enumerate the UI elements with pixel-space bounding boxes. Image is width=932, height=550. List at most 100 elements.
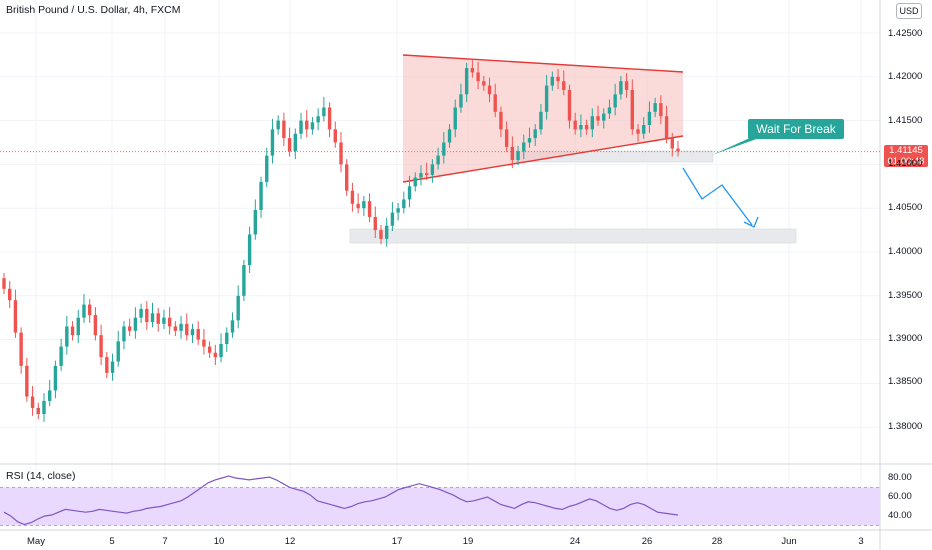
candle-body xyxy=(373,216,377,231)
candle-body xyxy=(436,155,440,165)
candle-body xyxy=(190,329,195,336)
candle-body xyxy=(122,326,126,342)
candle-body xyxy=(659,103,663,117)
candle-body xyxy=(424,173,429,175)
candle-body xyxy=(70,326,75,336)
candle-body xyxy=(590,116,595,130)
rsi-tick-label: 80.00 xyxy=(888,472,912,483)
projection-arrowhead xyxy=(743,216,759,228)
candle-body xyxy=(145,308,149,323)
candle-body xyxy=(322,107,326,117)
rsi-indicator-label[interactable]: RSI (14, close) xyxy=(6,470,76,482)
candle-body xyxy=(230,320,235,333)
candle-body xyxy=(259,181,263,210)
candle-body xyxy=(305,120,309,130)
candle-body xyxy=(282,120,286,139)
candle-body xyxy=(59,346,63,366)
y-tick-label: 1.38000 xyxy=(888,421,923,432)
candle-body xyxy=(207,346,212,353)
candle-body xyxy=(510,146,515,161)
candle-body xyxy=(247,234,252,266)
candle-body xyxy=(487,85,492,95)
triangle-upper-line xyxy=(402,54,684,73)
candle-body xyxy=(139,308,143,318)
candle-body xyxy=(470,68,475,73)
x-tick-label: 3 xyxy=(858,536,864,547)
candle-body xyxy=(613,94,617,108)
candle-body xyxy=(287,138,292,152)
candle-body xyxy=(647,111,652,125)
candle-body xyxy=(19,332,23,366)
candle-body xyxy=(533,129,537,139)
candle-body xyxy=(156,313,160,324)
candle-body xyxy=(2,278,6,289)
y-tick-label: 1.42000 xyxy=(888,71,923,82)
candle-body xyxy=(13,300,18,333)
currency-badge[interactable]: USD xyxy=(896,3,922,19)
candle-body xyxy=(453,107,457,130)
candle-body xyxy=(53,365,58,391)
candle-countdown: 01:00:48 xyxy=(887,156,925,167)
candle-body xyxy=(562,81,566,90)
current-price-tag: 1.41145 01:00:48 xyxy=(884,145,928,167)
candle-body xyxy=(602,113,606,121)
x-tick-label: 26 xyxy=(641,536,653,547)
x-tick-label: 10 xyxy=(213,536,225,547)
candle-body xyxy=(162,317,166,324)
candle-body xyxy=(573,120,577,130)
candle-body xyxy=(350,190,355,204)
candle-body xyxy=(390,212,395,226)
candle-body xyxy=(225,332,229,344)
candle-body xyxy=(316,116,320,123)
candle-body xyxy=(345,164,349,191)
candle-body xyxy=(630,89,635,130)
x-tick-label: May xyxy=(27,536,45,547)
candle-body xyxy=(579,124,583,130)
candle-body xyxy=(522,142,526,152)
candle-body xyxy=(93,315,98,336)
candle-body xyxy=(584,124,589,130)
candle-body xyxy=(127,326,132,331)
candle-body xyxy=(636,129,640,134)
candle-body xyxy=(173,326,178,331)
candle-body xyxy=(25,365,29,397)
x-tick-label: 5 xyxy=(109,536,115,547)
candle-body xyxy=(419,173,423,178)
candle-body xyxy=(213,352,218,358)
candle-body xyxy=(242,265,246,296)
x-tick-label: Jun xyxy=(781,536,797,547)
candle-body xyxy=(65,326,69,347)
candle-body xyxy=(447,129,452,143)
candle-body xyxy=(105,357,109,373)
wait-for-break-callout: Wait For Break xyxy=(748,119,844,139)
candle-body xyxy=(619,81,623,95)
candle-body xyxy=(293,133,298,152)
candle-body xyxy=(333,129,337,143)
candle-body xyxy=(664,116,669,139)
candle-body xyxy=(87,304,92,316)
candle-body xyxy=(402,199,406,209)
candle-body xyxy=(642,124,646,134)
candle-body xyxy=(624,81,629,90)
candle-body xyxy=(219,343,223,358)
candle-body xyxy=(133,317,138,331)
candle-body xyxy=(384,225,389,239)
candle-body xyxy=(653,103,657,112)
candle-body xyxy=(356,203,360,209)
candle-body xyxy=(270,129,275,156)
x-tick-label: 28 xyxy=(711,536,723,547)
candle-body xyxy=(167,317,172,327)
y-tick-label: 1.39500 xyxy=(888,290,923,301)
candle-body xyxy=(482,81,486,86)
candle-body xyxy=(442,142,446,156)
y-tick-label: 1.40000 xyxy=(888,246,923,257)
x-tick-label: 24 xyxy=(569,536,581,547)
candle-body xyxy=(464,68,469,95)
candle-body xyxy=(676,148,680,152)
rsi-line xyxy=(3,475,679,526)
x-tick-label: 7 xyxy=(162,536,168,547)
candle-body xyxy=(556,76,560,82)
candle-body xyxy=(276,120,280,130)
candle-body xyxy=(202,339,206,347)
